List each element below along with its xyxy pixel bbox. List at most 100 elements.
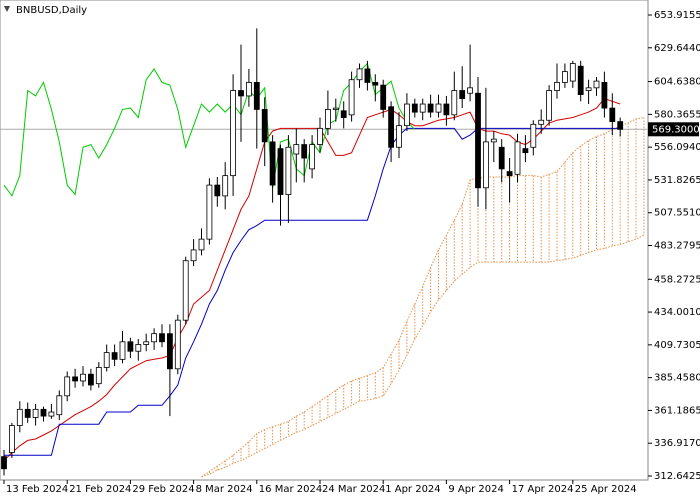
candle-body — [166, 333, 173, 370]
candle-body — [1, 456, 7, 470]
candle-body — [238, 90, 244, 97]
candle-body — [301, 144, 308, 159]
y-tick-label: 556.0940 — [654, 142, 700, 153]
candle-body — [40, 408, 47, 417]
last-price-box — [648, 122, 699, 137]
candle-body — [214, 184, 221, 197]
candle-body — [245, 82, 252, 97]
candle-body — [135, 344, 142, 352]
candle-body — [285, 146, 292, 195]
plot-frame — [0, 0, 649, 481]
candle-body — [32, 408, 39, 418]
x-tick-label: 13 Feb 2024 — [6, 484, 68, 495]
candle-body — [364, 68, 371, 83]
candle-body — [127, 341, 134, 352]
candle-body — [546, 90, 552, 121]
candle-body — [427, 103, 434, 113]
candle-body — [151, 333, 158, 343]
y-tick-label: 458.2725 — [654, 274, 700, 285]
candle-body — [253, 82, 260, 110]
candle-body — [585, 87, 592, 91]
candle-body — [317, 127, 323, 145]
y-tick-label: 385.4580 — [654, 373, 700, 384]
candle-body — [8, 425, 15, 453]
candle-body — [222, 175, 229, 197]
candle-body — [443, 103, 450, 116]
candle-body — [593, 80, 600, 89]
candle-body — [530, 123, 537, 148]
cloud-upper — [201, 117, 644, 478]
candle-body — [403, 103, 410, 127]
candle-body — [198, 238, 205, 251]
candle-body — [467, 87, 474, 94]
candle-body — [16, 408, 23, 426]
candle-body — [111, 352, 118, 360]
candle-body — [459, 90, 466, 100]
x-tick-label: 17 Apr 2024 — [512, 484, 574, 495]
candle-body — [475, 92, 481, 189]
indicator-line — [3, 62, 416, 197]
candle-body — [293, 144, 300, 155]
y-tick-label: 336.9170 — [654, 438, 700, 449]
plot — [0, 28, 648, 478]
candle-body — [95, 367, 102, 385]
y-tick-label: 653.9155 — [654, 10, 700, 21]
candle-body — [277, 148, 284, 195]
candle-body — [143, 341, 150, 345]
candle-body — [451, 90, 458, 116]
x-tick-label: 25 Apr 2024 — [575, 484, 637, 495]
candle-body — [261, 109, 268, 143]
cloud-lower — [201, 234, 645, 478]
candle-body — [206, 184, 213, 240]
x-tick-label: 8 Mar 2024 — [196, 484, 253, 495]
candle-body — [609, 107, 616, 123]
candle-body — [617, 121, 624, 130]
y-tick-label: 604.6380 — [654, 77, 700, 88]
candle-body — [569, 63, 576, 82]
candle-body — [490, 138, 497, 143]
candle-body — [562, 71, 568, 83]
candle-body — [324, 109, 331, 129]
candle-body — [435, 103, 442, 113]
chart-title: BNBUSD,Daily — [16, 5, 87, 16]
candle-body — [498, 146, 505, 170]
candle-body — [182, 260, 189, 321]
candle-body — [190, 249, 197, 262]
indicator-line — [4, 127, 621, 456]
y-tick-label: 507.5510 — [654, 208, 700, 219]
candle-body — [64, 376, 71, 397]
x-tick-label: 9 Apr 2024 — [448, 484, 503, 495]
candle-body — [340, 110, 347, 118]
y-tick-label: 361.1865 — [654, 405, 700, 416]
candle-body — [411, 103, 418, 113]
x-tick-label: 29 Feb 2024 — [132, 484, 194, 495]
y-tick-label: 483.2795 — [654, 240, 700, 251]
x-tick-label: 16 Mar 2024 — [259, 484, 322, 495]
candle-body — [380, 84, 387, 110]
y-tick-label: 580.3655 — [654, 109, 700, 120]
candle-body — [24, 408, 31, 418]
x-tick-label: 24 Mar 2024 — [322, 484, 385, 495]
candle-body — [388, 106, 395, 148]
candle-body — [174, 319, 181, 370]
candle-body — [372, 82, 379, 86]
symbol-icon — [4, 6, 10, 12]
candle-body — [80, 373, 86, 382]
candle-body — [554, 82, 560, 91]
candle-body — [506, 171, 513, 177]
candle-body — [56, 395, 63, 416]
candle-body — [538, 119, 545, 125]
candle-body — [348, 79, 355, 116]
candle-body — [522, 148, 529, 154]
candle-body — [601, 82, 608, 109]
y-tick-label: 312.6425 — [654, 471, 700, 482]
y-tick-label: 409.7305 — [654, 340, 700, 351]
candle-body — [72, 376, 78, 382]
candle-body — [48, 411, 55, 417]
candle-body — [332, 107, 339, 110]
candle-body — [230, 90, 237, 177]
candle-body — [88, 373, 94, 386]
candle-body — [419, 103, 426, 113]
